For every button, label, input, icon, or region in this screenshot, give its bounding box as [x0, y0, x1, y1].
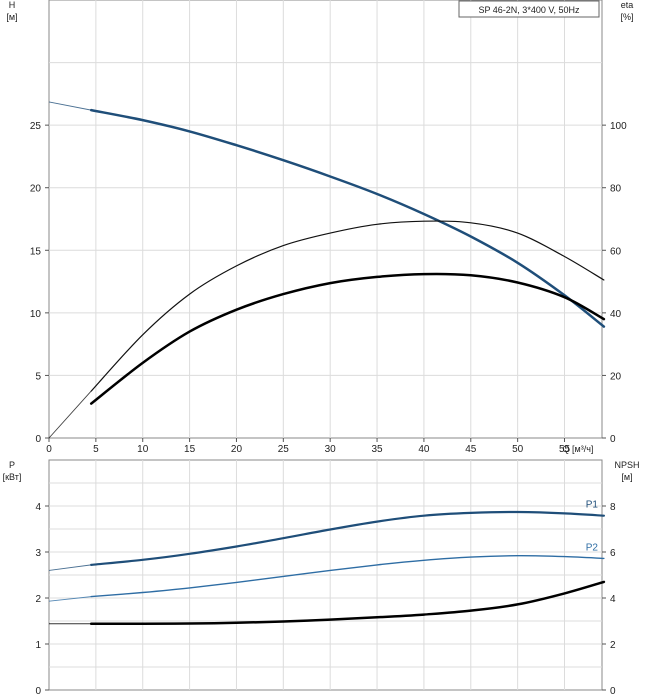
x-tick-label: 10 — [137, 444, 149, 455]
y2-tick-label: 40 — [610, 309, 622, 320]
chart-title: SP 46-2N, 3*400 V, 50Hz — [478, 5, 580, 15]
series-label: P2 — [586, 542, 599, 553]
y2-axis-unit: [%] — [620, 12, 633, 22]
y-tick-label: 0 — [35, 434, 41, 445]
x-tick-label: 45 — [465, 444, 477, 455]
series-line-1-3 — [89, 272, 606, 405]
y2-axis-label: NPSH — [614, 460, 639, 470]
y2-tick-label: 20 — [610, 371, 622, 382]
y-tick-label: 3 — [35, 548, 41, 559]
x-tick-label: 50 — [512, 444, 524, 455]
y-axis-unit: [кВт] — [3, 472, 22, 482]
series-line-2-1 — [90, 510, 605, 566]
y-tick-label: 4 — [35, 502, 41, 513]
x-tick-label: 5 — [93, 444, 99, 455]
y-tick-label: 1 — [35, 640, 41, 651]
series-line-2-2 — [90, 554, 605, 598]
y2-tick-label: 2 — [610, 640, 616, 651]
y-axis-unit: [м] — [6, 12, 17, 22]
x-tick-label: 30 — [325, 444, 337, 455]
y2-tick-label: 4 — [610, 594, 616, 605]
y2-axis-unit: [м] — [621, 472, 632, 482]
y-axis-label: H — [9, 0, 16, 10]
y2-axis-label: eta — [621, 0, 634, 10]
y-tick-label: 2 — [35, 594, 41, 605]
head-efficiency-panel: 0 5 10 15 20 25 0 20 40 60 80 100 H [м] eta [%] 0 5 10 15 20… — [6, 0, 634, 455]
series-line-1-1 — [89, 108, 606, 328]
x-tick-label: 25 — [278, 444, 290, 455]
x-tick-label: 35 — [371, 444, 383, 455]
curve-extrapolation — [48, 596, 92, 602]
x-axis-label: Q [м³/ч] — [563, 444, 594, 454]
y2-tick-label: 0 — [610, 686, 616, 697]
x-tick-label: 0 — [46, 444, 52, 455]
y2-tick-label: 80 — [610, 184, 622, 195]
x-tick-label: 20 — [231, 444, 243, 455]
y-tick-label: 0 — [35, 686, 41, 697]
curve-extrapolation — [48, 390, 92, 439]
y2-tick-label: 60 — [610, 246, 622, 257]
y-tick-label: 20 — [30, 184, 42, 195]
chart-title-box — [458, 0, 600, 18]
series-label: P1 — [586, 500, 599, 511]
curve-extrapolation — [48, 564, 92, 571]
y2-tick-label: 6 — [610, 548, 616, 559]
y2-tick-label: 8 — [610, 502, 616, 513]
x-tick-label: 40 — [418, 444, 430, 455]
y-tick-label: 5 — [35, 371, 41, 382]
curve-extrapolation — [48, 101, 92, 111]
y-axis-label: P — [9, 460, 15, 470]
y2-tick-label: 100 — [610, 121, 627, 132]
y-tick-label: 10 — [30, 309, 42, 320]
y-tick-label: 25 — [30, 121, 42, 132]
y-tick-label: 15 — [30, 246, 42, 257]
series-line-1-2 — [90, 220, 605, 392]
y2-tick-label: 0 — [610, 434, 616, 445]
series-line-2-3 — [89, 580, 606, 626]
power-npsh-panel: 0 1 2 3 4 0 2 4 6 8 P [кВт] NPSH [м] P1 P2 — [3, 459, 640, 697]
x-tick-label: 15 — [184, 444, 196, 455]
x-tick-label: 55 — [559, 444, 571, 455]
